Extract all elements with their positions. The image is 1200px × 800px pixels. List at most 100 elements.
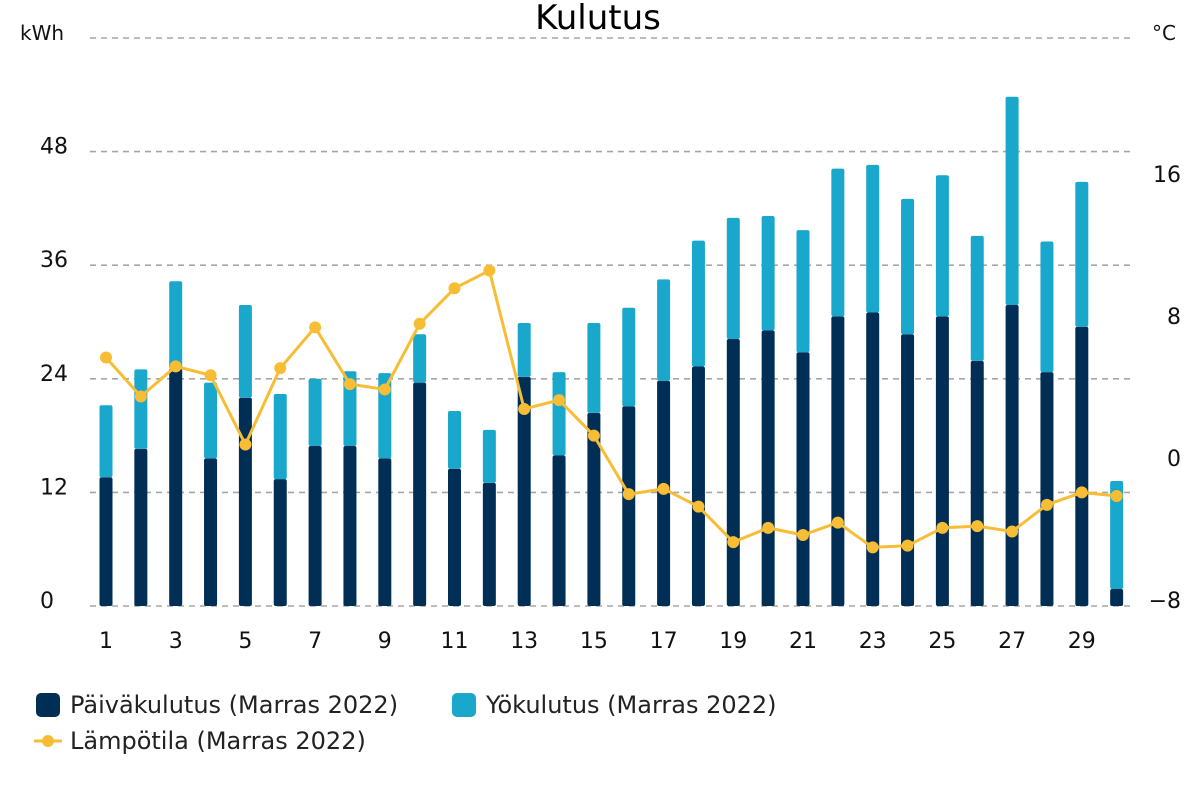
day-consumption-bar bbox=[204, 458, 218, 606]
left-tick-label: 48 bbox=[40, 135, 68, 160]
day-consumption-bar bbox=[169, 368, 183, 606]
night-consumption-bar bbox=[970, 235, 984, 361]
legend-label: Lämpötila (Marras 2022) bbox=[70, 727, 366, 755]
day-consumption-bar bbox=[935, 316, 949, 606]
temperature-point bbox=[413, 317, 426, 330]
temperature-point bbox=[901, 539, 914, 552]
day-consumption-bar bbox=[378, 458, 392, 606]
temperature-point bbox=[936, 521, 949, 534]
night-consumption-bar bbox=[1040, 241, 1054, 373]
temperature-point bbox=[134, 390, 147, 403]
legend-swatch bbox=[36, 693, 60, 717]
right-axis-unit: °C bbox=[1152, 21, 1176, 45]
day-consumption-bar bbox=[517, 376, 531, 606]
x-tick-label: 17 bbox=[650, 629, 678, 654]
day-consumption-bar bbox=[1040, 372, 1054, 606]
x-tick-label: 13 bbox=[510, 629, 538, 654]
night-consumption-bar bbox=[657, 279, 671, 381]
day-consumption-bar bbox=[901, 334, 915, 606]
night-consumption-bar bbox=[866, 164, 880, 313]
x-tick-label: 5 bbox=[238, 629, 252, 654]
night-consumption-bar bbox=[204, 382, 218, 459]
temperature-point bbox=[1075, 486, 1088, 499]
day-consumption-bar bbox=[1075, 326, 1089, 606]
temperature-point bbox=[587, 429, 600, 442]
x-tick-label: 9 bbox=[378, 629, 392, 654]
night-consumption-bar bbox=[1075, 181, 1089, 327]
left-tick-label: 0 bbox=[40, 589, 54, 614]
temperature-point bbox=[1110, 489, 1123, 502]
night-consumption-bar bbox=[343, 371, 357, 447]
temperature-point bbox=[309, 321, 322, 334]
temperature-point bbox=[657, 482, 670, 495]
night-consumption-bar bbox=[273, 393, 287, 480]
temperature-point bbox=[762, 521, 775, 534]
day-consumption-bar bbox=[134, 448, 148, 606]
x-tick-label: 25 bbox=[928, 629, 956, 654]
temperature-point bbox=[518, 402, 531, 415]
night-consumption-bar bbox=[831, 168, 845, 317]
x-tick-label: 3 bbox=[169, 629, 183, 654]
temperature-line bbox=[100, 264, 1123, 554]
temperature-point bbox=[797, 529, 809, 541]
x-tick-label: 21 bbox=[789, 629, 817, 654]
legend-item-day[interactable]: Päiväkulutus (Marras 2022) bbox=[36, 691, 398, 719]
left-axis-unit: kWh bbox=[20, 21, 64, 45]
x-tick-label: 23 bbox=[859, 629, 887, 654]
temperature-point bbox=[169, 360, 182, 373]
temperature-point bbox=[378, 383, 391, 396]
x-tick-label: 1 bbox=[99, 629, 113, 654]
left-tick-label: 36 bbox=[40, 248, 68, 273]
night-consumption-bar bbox=[552, 372, 566, 456]
day-consumption-bar bbox=[866, 312, 880, 606]
day-consumption-bar bbox=[413, 382, 427, 606]
chart-title: Kulutus bbox=[535, 0, 661, 38]
day-consumption-bar bbox=[1110, 588, 1124, 606]
legend-item-night[interactable]: Yökulutus (Marras 2022) bbox=[452, 691, 777, 719]
legend-marker bbox=[42, 735, 54, 747]
temperature-point bbox=[483, 264, 496, 277]
night-consumption-bar bbox=[901, 198, 915, 335]
temperature-point bbox=[1006, 525, 1019, 538]
temperature-point bbox=[100, 351, 112, 364]
x-tick-label: 11 bbox=[441, 629, 469, 654]
temperature-point bbox=[971, 520, 984, 533]
legend-swatch bbox=[452, 693, 476, 717]
night-consumption-bar bbox=[448, 410, 461, 469]
right-tick-label: −8 bbox=[1149, 589, 1181, 614]
night-consumption-bar bbox=[726, 217, 740, 340]
x-tick-label: 29 bbox=[1068, 629, 1096, 654]
night-consumption-bar bbox=[99, 405, 113, 478]
x-tick-label: 27 bbox=[998, 629, 1026, 654]
night-consumption-bar bbox=[1005, 96, 1019, 305]
temperature-point bbox=[692, 500, 705, 513]
legend-item-temperature[interactable]: Lämpötila (Marras 2022) bbox=[34, 727, 366, 755]
temperature-point bbox=[727, 536, 740, 549]
night-consumption-bar bbox=[413, 334, 427, 383]
night-consumption-bar bbox=[482, 429, 496, 483]
night-consumption-bar bbox=[517, 322, 531, 377]
day-consumption-bar bbox=[99, 477, 113, 606]
legend: Päiväkulutus (Marras 2022) Yökulutus (Mar… bbox=[34, 691, 777, 755]
x-tick-label: 7 bbox=[308, 629, 322, 654]
night-consumption-bar bbox=[134, 369, 148, 449]
day-consumption-bar bbox=[273, 479, 287, 606]
bar-series bbox=[99, 96, 1124, 606]
temperature-point bbox=[553, 394, 566, 407]
night-consumption-bar bbox=[1110, 481, 1124, 589]
night-consumption-bar bbox=[622, 307, 636, 407]
day-consumption-bar bbox=[308, 446, 322, 606]
x-tick-label: 19 bbox=[719, 629, 747, 654]
temperature-point bbox=[274, 362, 287, 375]
day-consumption-bar bbox=[482, 482, 496, 606]
legend-label: Päiväkulutus (Marras 2022) bbox=[70, 691, 398, 719]
temperature-point bbox=[204, 369, 217, 382]
night-consumption-bar bbox=[691, 240, 705, 367]
day-consumption-bar bbox=[970, 360, 984, 606]
day-consumption-bar bbox=[1005, 304, 1019, 606]
day-consumption-bar bbox=[448, 468, 461, 606]
night-consumption-bar bbox=[238, 304, 252, 398]
right-tick-label: 8 bbox=[1167, 305, 1181, 330]
